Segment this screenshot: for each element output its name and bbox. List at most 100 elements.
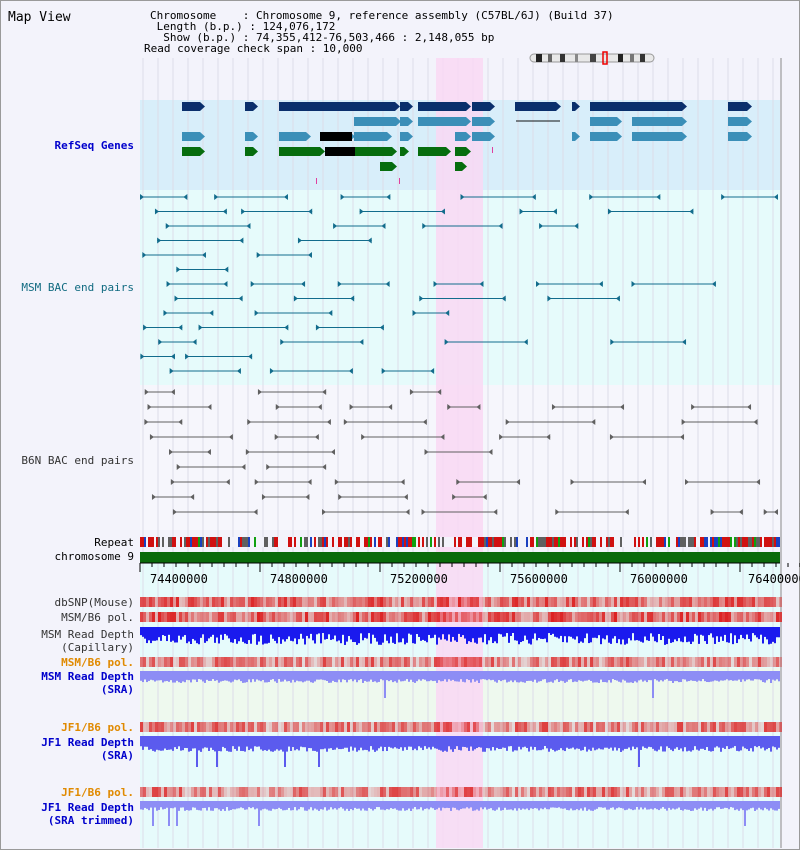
- b6n-bac-pair-end: [170, 389, 175, 395]
- read-depth-bin: [650, 627, 652, 634]
- polymorphism-bin: [371, 787, 374, 797]
- track-label-msm-read-depth-capillary[interactable]: MSM Read Depth (Capillary): [41, 628, 134, 654]
- read-depth-bin: [158, 736, 160, 751]
- polymorphism-bin: [488, 722, 491, 732]
- read-depth-bin: [344, 736, 346, 748]
- polymorphism-bin: [596, 787, 599, 797]
- read-depth-bin: [396, 736, 398, 749]
- read-depth-bin: [644, 671, 646, 681]
- repeat-mark: [194, 537, 196, 547]
- polymorphism-bin: [578, 722, 581, 732]
- read-depth-bin: [674, 627, 676, 640]
- polymorphism-bin: [362, 612, 365, 622]
- polymorphism-bin: [269, 612, 272, 622]
- read-depth-bin: [444, 671, 446, 680]
- polymorphism-bin: [569, 597, 572, 607]
- gene-strand-arrow: [396, 117, 401, 126]
- read-depth-bin: [440, 627, 442, 640]
- read-depth-bin: [422, 671, 424, 680]
- polymorphism-bin: [359, 597, 362, 607]
- polymorphism-bin: [653, 612, 656, 622]
- read-depth-bin: [382, 801, 384, 810]
- read-depth-bin: [510, 671, 512, 681]
- track-label-repeat[interactable]: Repeat: [94, 536, 134, 549]
- repeat-mark: [414, 537, 416, 547]
- polymorphism-bin: [722, 787, 725, 797]
- track-label-jf1-read-depth-sra[interactable]: JF1 Read Depth (SRA): [41, 736, 134, 762]
- repeat-mark: [444, 537, 446, 547]
- repeat-mark: [308, 537, 310, 547]
- read-depth-bin: [376, 736, 378, 751]
- read-depth-bin: [210, 671, 212, 681]
- repeat-mark: [160, 537, 162, 547]
- repeat-mark: [262, 537, 264, 547]
- repeat-mark: [556, 537, 558, 547]
- read-depth-bin: [236, 627, 238, 644]
- track-label-jf1-b6-pol-2[interactable]: JF1/B6 pol.: [61, 786, 134, 799]
- repeat-mark: [260, 537, 262, 547]
- polymorphism-bin: [545, 722, 548, 732]
- read-depth-bin: [506, 801, 508, 810]
- polymorphism-bin: [143, 657, 146, 667]
- polymorphism-bin: [734, 722, 737, 732]
- repeat-mark: [440, 537, 442, 547]
- read-depth-bin: [314, 801, 316, 809]
- track-label-msm-b6-pol-2[interactable]: MSM/B6 pol.: [61, 656, 134, 669]
- polymorphism-bin: [353, 722, 356, 732]
- polymorphism-bin: [614, 787, 617, 797]
- read-depth-bin: [564, 671, 566, 683]
- polymorphism-bin: [614, 657, 617, 667]
- polymorphism-bin: [215, 787, 218, 797]
- read-depth-bin: [436, 627, 438, 645]
- read-depth-bin: [598, 736, 600, 749]
- read-depth-bin: [288, 627, 290, 637]
- track-label-jf1-b6-pol-1[interactable]: JF1/B6 pol.: [61, 721, 134, 734]
- track-label-refseq-genes[interactable]: RefSeq Genes: [54, 139, 134, 152]
- b6n-bac-pair-end: [206, 449, 211, 455]
- polymorphism-bin: [569, 722, 572, 732]
- polymorphism-bin: [164, 787, 167, 797]
- polymorphism-bin: [389, 597, 392, 607]
- polymorphism-bin: [440, 597, 443, 607]
- msm-bac-pair-end: [386, 194, 391, 200]
- b6n-bac-pair-end: [144, 389, 149, 395]
- track-label-msm-read-depth-sra[interactable]: MSM Read Depth (SRA): [41, 670, 134, 696]
- repeat-mark: [416, 537, 418, 547]
- read-depth-bin: [290, 671, 292, 683]
- read-depth-bin: [614, 627, 616, 637]
- chromosome-info: Chromosome : Chromosome 9, reference ass…: [144, 10, 614, 54]
- repeat-mark: [602, 537, 604, 547]
- polymorphism-bin: [323, 657, 326, 667]
- polymorphism-bin: [581, 722, 584, 732]
- track-label-chromosome[interactable]: chromosome 9: [54, 550, 134, 563]
- read-depth-bin: [258, 627, 260, 642]
- polymorphism-bin: [476, 597, 479, 607]
- read-depth-bin: [212, 801, 214, 811]
- repeat-mark: [400, 537, 402, 547]
- read-depth-bin: [496, 671, 498, 683]
- polymorphism-bin: [242, 612, 245, 622]
- track-label-dbsnp[interactable]: dbSNP(Mouse): [54, 596, 134, 609]
- polymorphism-bin: [242, 657, 245, 667]
- track-label-msm-b6-pol-1[interactable]: MSM/B6 pol.: [61, 611, 134, 624]
- polymorphism-bin: [722, 722, 725, 732]
- read-depth-bin: [714, 801, 716, 810]
- polymorphism-bin: [557, 612, 560, 622]
- read-depth-bin: [528, 627, 530, 644]
- polymorphism-bin: [341, 657, 344, 667]
- track-label-jf1-read-depth-trimmed[interactable]: JF1 Read Depth (SRA trimmed): [41, 801, 134, 827]
- read-depth-bin: [684, 736, 686, 748]
- polymorphism-bin: [683, 722, 686, 732]
- track-label-msm-bac-end-pairs[interactable]: MSM BAC end pairs: [21, 281, 134, 294]
- read-depth-bin: [314, 627, 316, 644]
- b6n-bac-pair-end: [403, 494, 408, 500]
- read-depth-bin: [536, 736, 538, 751]
- repeat-mark: [702, 537, 704, 547]
- polymorphism-bin: [440, 657, 443, 667]
- read-depth-bin: [474, 627, 476, 643]
- track-label-b6n-bac-end-pairs[interactable]: B6N BAC end pairs: [21, 454, 134, 467]
- read-depth-bin: [568, 801, 570, 811]
- read-depth-bin: [536, 801, 538, 809]
- read-depth-bin: [474, 801, 476, 811]
